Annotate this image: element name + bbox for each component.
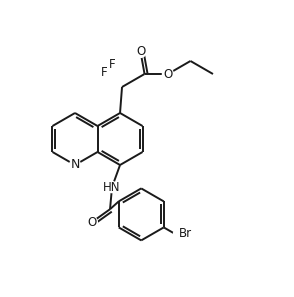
Text: O: O [163, 67, 173, 80]
Text: O: O [87, 216, 96, 229]
Text: F: F [109, 59, 115, 72]
Circle shape [98, 67, 110, 78]
Text: N: N [70, 159, 80, 171]
Text: Br: Br [179, 228, 192, 240]
Circle shape [135, 46, 146, 57]
Text: F: F [101, 67, 107, 80]
Text: HN: HN [103, 181, 121, 194]
Circle shape [163, 69, 173, 80]
Circle shape [69, 159, 81, 170]
Circle shape [173, 228, 185, 239]
Circle shape [86, 217, 97, 228]
Circle shape [106, 59, 118, 70]
Text: O: O [136, 45, 145, 59]
Circle shape [106, 181, 118, 192]
